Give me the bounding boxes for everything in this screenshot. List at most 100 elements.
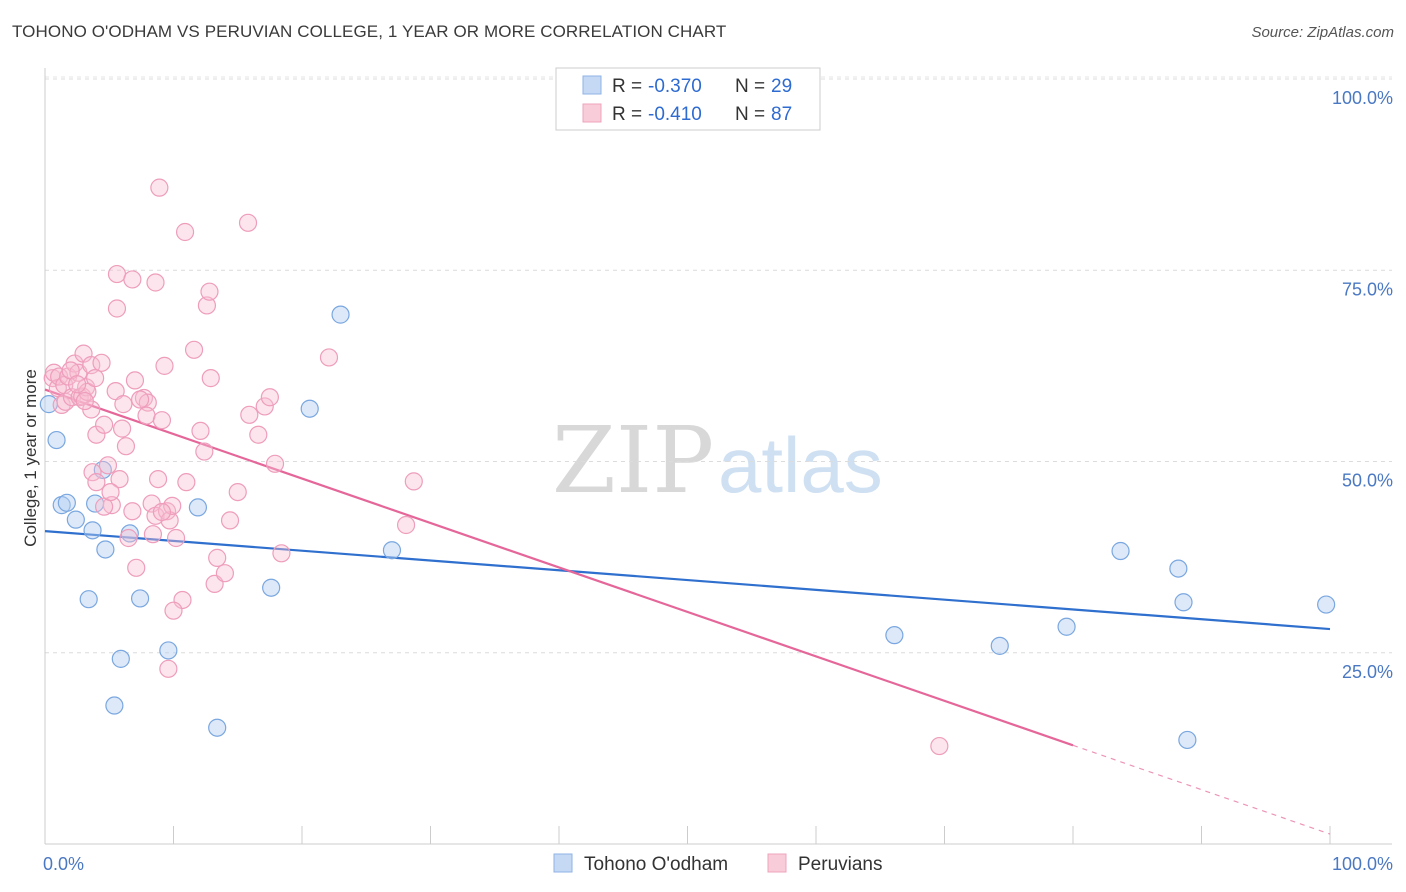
data-point: [228, 483, 247, 502]
data-point: [110, 469, 129, 489]
data-point: [208, 548, 227, 567]
data-point: [159, 641, 178, 660]
data-point: [255, 397, 274, 416]
data-point: [195, 442, 214, 461]
legend-r-label-1: R =: [612, 76, 642, 97]
legend: R = -0.370 N = 29 R = -0.410 N = 87: [555, 67, 821, 131]
data-point: [56, 392, 75, 411]
trend-line-peruvians: [44, 388, 1074, 747]
data-point: [66, 510, 85, 529]
tick-labels: 100.0% 75.0% 50.0% 25.0% 0.0% 100.0%: [43, 88, 1393, 874]
data-point: [396, 515, 416, 535]
data-point: [265, 454, 285, 473]
data-point: [1178, 730, 1197, 750]
data-point: [164, 601, 183, 620]
legend-swatch-blue: [582, 75, 602, 95]
data-point: [57, 493, 76, 512]
data-point: [107, 264, 127, 284]
data-point: [1317, 595, 1336, 614]
data-point: [152, 502, 172, 522]
data-point: [197, 296, 217, 315]
data-point: [930, 736, 949, 756]
data-point: [331, 305, 350, 324]
data-point: [163, 496, 182, 515]
data-point: [215, 564, 234, 583]
legend-r-value-2: -0.410: [648, 104, 702, 125]
data-point: [146, 273, 165, 292]
bottom-legend: Tohono O'odham Peruvians: [553, 853, 883, 875]
data-point: [105, 696, 124, 715]
data-point: [155, 356, 174, 375]
data-point: [238, 213, 258, 232]
legend-r-label-2: R =: [612, 104, 642, 125]
data-point: [123, 270, 142, 289]
data-point: [148, 469, 168, 489]
data-point: [83, 463, 102, 482]
data-point: [143, 525, 163, 544]
legend-n-label-1: N =: [735, 76, 765, 97]
data-point: [1111, 541, 1130, 561]
data-point: [319, 348, 339, 367]
x-tick-label-1: 100.0%: [1332, 854, 1393, 874]
y-axis-label: College, 1 year or more: [21, 369, 40, 547]
watermark-zip: ZIP: [552, 407, 714, 514]
bottom-legend-swatch-blue: [553, 853, 573, 873]
watermark-atlas: atlas: [718, 421, 883, 509]
data-point: [272, 544, 291, 563]
data-point: [114, 395, 133, 414]
data-point: [404, 472, 423, 491]
bottom-legend-label-2: Peruvians: [798, 854, 883, 875]
data-point: [152, 411, 172, 430]
data-point: [112, 419, 132, 438]
data-point: [184, 340, 204, 359]
y-tick-label-2: 50.0%: [1342, 471, 1393, 491]
legend-swatch-pink: [582, 103, 602, 123]
trend-line-peruvians-extension: [1072, 744, 1331, 835]
data-points: [39, 178, 1336, 756]
data-point: [249, 425, 268, 444]
data-point: [990, 636, 1009, 655]
data-point: [240, 405, 259, 424]
data-point: [208, 718, 227, 737]
series-peruvians: [43, 178, 949, 756]
data-point: [175, 222, 195, 242]
data-point: [95, 415, 114, 434]
data-point: [101, 483, 120, 502]
data-point: [137, 406, 156, 425]
data-point: [1174, 593, 1193, 612]
data-point: [83, 521, 102, 540]
data-point: [177, 473, 196, 492]
legend-n-value-1: 29: [771, 76, 792, 97]
chart-source: Source: ZipAtlas.com: [1251, 24, 1394, 41]
data-point: [107, 299, 127, 318]
data-point: [79, 590, 98, 609]
data-point: [188, 498, 208, 517]
data-point: [262, 578, 281, 597]
watermark: ZIP atlas: [552, 407, 883, 514]
data-point: [220, 511, 240, 530]
data-point: [885, 626, 904, 645]
data-point: [102, 496, 121, 515]
data-point: [200, 282, 219, 301]
x-tick-label-0: 0.0%: [43, 854, 84, 874]
data-point: [127, 558, 146, 577]
data-point: [98, 456, 118, 475]
y-tick-label-3: 25.0%: [1342, 662, 1393, 682]
axes: [44, 68, 1392, 845]
legend-n-value-2: 87: [771, 104, 792, 125]
data-point: [87, 473, 106, 492]
data-point: [260, 388, 279, 407]
data-point: [382, 541, 402, 560]
data-point: [1169, 559, 1188, 578]
series-tohono-oodham: [39, 305, 1336, 750]
bottom-legend-label-1: Tohono O'odham: [584, 854, 728, 875]
data-point: [159, 659, 178, 678]
data-point: [1057, 617, 1076, 636]
data-point: [300, 399, 319, 418]
data-point: [201, 369, 220, 388]
trend-lines: [44, 388, 1331, 835]
data-point: [123, 502, 142, 521]
data-point: [150, 178, 169, 197]
data-point: [75, 391, 94, 411]
